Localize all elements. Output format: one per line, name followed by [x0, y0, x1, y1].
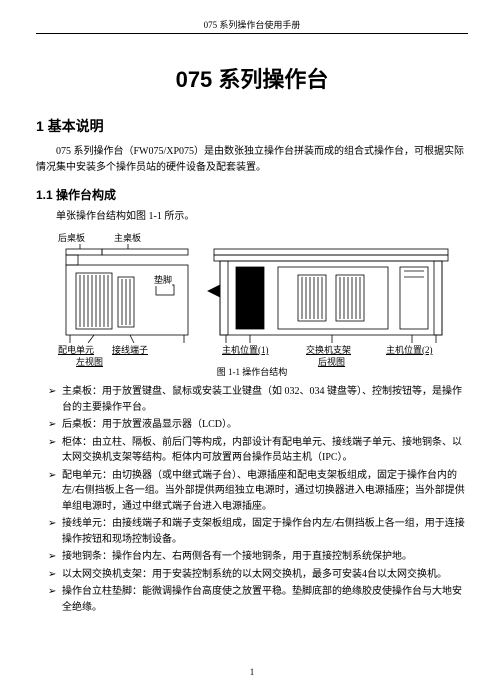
left-view-diagram: 后桌板 主桌板 垫脚 配电单元 接线端子 左视图: [48, 231, 198, 361]
figure-1-1: 后桌板 主桌板 垫脚 配电单元 接线端子 左视图: [36, 231, 468, 378]
label-rear-desk: 后桌板: [58, 231, 85, 244]
list-item: 后桌板：用于放置液晶显示器（LCD）。: [48, 417, 468, 433]
component-bullet-list: 主桌板：用于放置键盘、鼠标或安装工业键盘（如 032、034 键盘等）、控制按钮…: [36, 384, 468, 615]
list-item: 接线单元：由接线端子和端子支架板组成，固定于操作台内左/右侧挡板上各一组，用于连…: [48, 516, 468, 547]
label-beam: 垫脚: [154, 273, 172, 286]
heading-1-1: 1.1 操作台构成: [36, 186, 468, 203]
label-rear-view: 后视图: [318, 355, 345, 368]
label-left-view: 左视图: [76, 355, 103, 368]
label-main-desk: 主桌板: [114, 231, 141, 244]
rear-view-diagram: 主机位置(1) 交换机支架 主机位置(2) 后视图: [206, 231, 456, 361]
list-item: 接地铜条：操作台内左、右两侧各有一个接地铜条，用于直接控制系统保护地。: [48, 549, 468, 565]
list-item: 配电单元：由切换器（或中继式端子台）、电源插座和配电支架板组成，固定于操作台内的…: [48, 468, 468, 515]
intro-paragraph: 075 系列操作台（FW075/XP075）是由数张独立操作台拼装而成的组合式操…: [36, 144, 468, 176]
list-item: 以太网交换机支架：用于安装控制系统的以太网交换机，最多可安装4台以太网交换机。: [48, 567, 468, 583]
document-title: 075 系列操作台: [36, 62, 468, 94]
list-item: 柜体：由立柱、隔板、前后门等构成，内部设计有配电单元、接线端子单元、接地铜条、以…: [48, 435, 468, 466]
list-item: 主桌板：用于放置键盘、鼠标或安装工业键盘（如 032、034 键盘等）、控制按钮…: [48, 384, 468, 415]
page-number: 1: [0, 667, 504, 677]
list-item: 操作台立柱垫脚：能微调操作台高度使之放置平稳。垫脚底部的绝缘胶皮使操作台与大地安…: [48, 584, 468, 615]
label-host2: 主机位置(2): [386, 343, 433, 356]
page-header: 075 系列操作台使用手册: [36, 18, 468, 34]
label-terminal: 接线端子: [112, 343, 148, 356]
heading-1: 1 基本说明: [36, 116, 468, 136]
label-host1: 主机位置(1): [222, 343, 269, 356]
construct-intro: 单张操作台结构如图 1-1 所示。: [36, 209, 468, 225]
